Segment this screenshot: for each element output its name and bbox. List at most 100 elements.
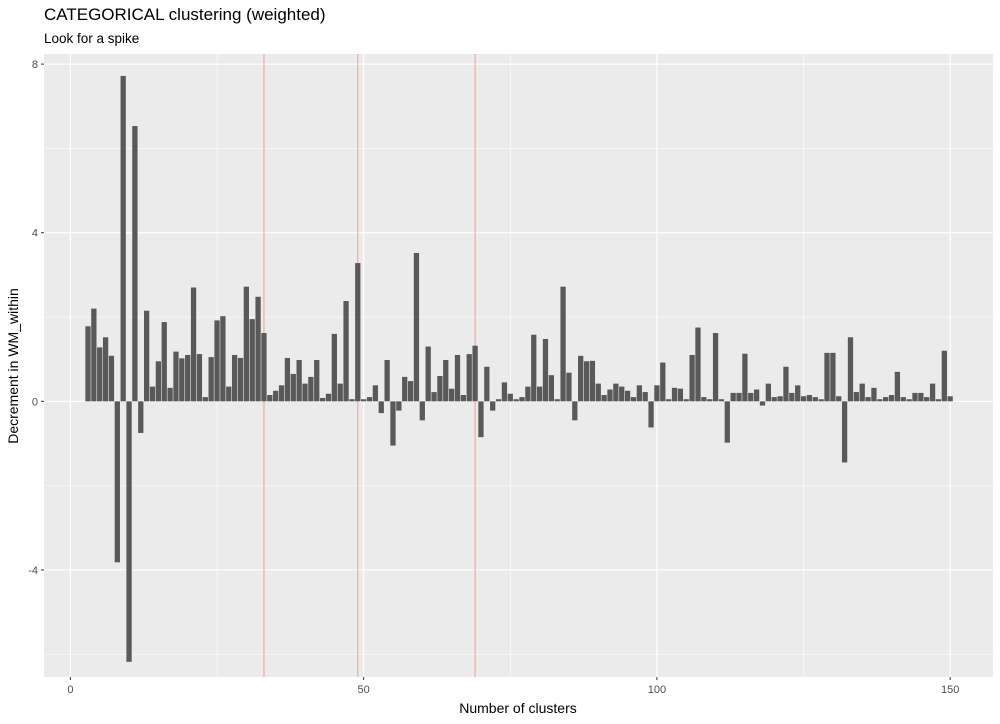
bar: [753, 389, 760, 402]
bar: [765, 383, 771, 402]
bar: [630, 397, 637, 402]
bar: [795, 385, 801, 402]
bar: [836, 396, 842, 402]
bar: [613, 383, 619, 402]
bar: [619, 386, 625, 402]
bar: [431, 392, 437, 402]
bar: [331, 333, 337, 402]
bar: [847, 337, 854, 402]
bar: [249, 319, 255, 402]
bar: [231, 354, 238, 402]
bar: [267, 395, 273, 402]
y-tick-label: 4: [32, 228, 38, 240]
bar: [179, 358, 185, 402]
bar: [507, 393, 513, 402]
bar: [355, 263, 361, 402]
x-axis: 0 50 100 150: [67, 677, 959, 696]
bar: [202, 397, 208, 402]
x-tick-label: 100: [648, 684, 666, 696]
bar: [484, 366, 490, 402]
bar: [314, 360, 320, 402]
bar: [466, 354, 472, 402]
bar: [419, 401, 425, 421]
bar: [325, 393, 332, 402]
bar: [114, 401, 120, 563]
bar: [173, 351, 179, 402]
bar: [120, 75, 126, 402]
bar: [454, 354, 461, 402]
y-tick-label: -4: [28, 565, 38, 577]
bar: [372, 385, 379, 402]
bar: [97, 347, 103, 402]
bar: [918, 392, 924, 402]
bar: [196, 354, 203, 402]
bar: [437, 376, 443, 402]
bar: [759, 401, 766, 406]
y-tick-label: 8: [32, 59, 38, 71]
bar: [495, 399, 502, 402]
chart-title: CATEGORICAL clustering (weighted): [44, 5, 326, 24]
bar: [666, 399, 672, 402]
bar: [366, 397, 373, 402]
bar: [906, 399, 912, 402]
bar: [578, 355, 584, 402]
bar: [531, 334, 537, 402]
bar: [390, 401, 396, 446]
bar: [689, 354, 695, 402]
bar: [677, 388, 684, 402]
bar: [554, 399, 560, 402]
minor-gridlines: [44, 54, 993, 677]
bar: [91, 308, 97, 402]
bar: [349, 399, 355, 402]
bar: [478, 401, 484, 438]
major-gridlines: [44, 54, 993, 677]
bar: [883, 397, 889, 402]
bar: [736, 392, 742, 402]
bar: [102, 337, 109, 402]
bar: [660, 362, 666, 402]
bar: [407, 381, 414, 402]
bar: [812, 397, 818, 402]
bar: [149, 386, 156, 402]
bar: [894, 371, 901, 402]
x-tick-label: 0: [67, 684, 73, 696]
bar: [912, 392, 918, 402]
bar: [337, 383, 343, 402]
y-tick-label: 0: [32, 396, 38, 408]
bar: [712, 333, 719, 402]
bar: [888, 395, 895, 402]
x-tick-label: 150: [941, 684, 959, 696]
bar: [220, 316, 226, 402]
bar: [947, 396, 953, 402]
bar: [361, 399, 367, 402]
bar: [818, 399, 824, 402]
bar: [425, 346, 431, 402]
bar: [572, 401, 578, 421]
bar: [607, 389, 613, 402]
bar: [519, 397, 525, 402]
bar: [384, 360, 390, 402]
bar: [214, 320, 220, 402]
bar: [185, 354, 191, 402]
bar: [278, 385, 285, 402]
y-axis-title: Decrement in WM_within: [5, 288, 21, 444]
bar: [924, 397, 930, 402]
bar: [941, 350, 947, 402]
bar: [167, 387, 173, 402]
bar: [542, 338, 549, 402]
y-axis: -4 0 4 8: [28, 59, 44, 577]
bar: [877, 399, 883, 402]
bar: [85, 326, 91, 402]
bar: [724, 401, 730, 443]
bar: [695, 327, 701, 402]
bar: [824, 352, 830, 402]
bar: [132, 126, 138, 402]
bar: [742, 353, 748, 402]
bar: [190, 287, 197, 402]
bar: [108, 355, 115, 402]
bar: [290, 373, 296, 402]
bar: [536, 386, 543, 402]
bar: [155, 361, 162, 402]
bar: [378, 401, 384, 414]
bar: [935, 399, 942, 402]
